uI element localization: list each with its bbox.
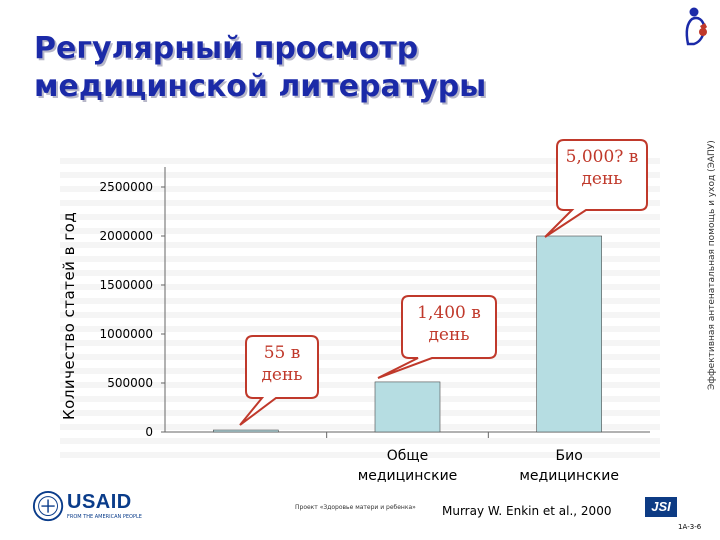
bar (374, 381, 441, 433)
chart-bars (213, 235, 602, 433)
x-tick-label: Био (556, 448, 583, 464)
background-band (60, 284, 660, 290)
title-line-2: медицинской литературы (34, 69, 487, 104)
y-tick-label: 2500000 (100, 180, 153, 194)
background-band (60, 270, 660, 276)
background-band (60, 424, 660, 430)
background-band (60, 326, 660, 332)
x-tick-label: медицинские (519, 468, 619, 484)
bar (213, 429, 279, 433)
chart-background-bands (60, 158, 660, 458)
jsi-logo: JSI (645, 497, 677, 517)
callout-box (544, 139, 648, 238)
background-band (60, 256, 660, 262)
background-band (60, 396, 660, 402)
title-line-1: Регулярный просмотр (34, 31, 419, 66)
background-band (60, 340, 660, 346)
callout-55-per-day: 55 в день (261, 343, 303, 385)
background-band (60, 228, 660, 234)
background-band (60, 438, 660, 444)
y-tick-label: 500000 (107, 376, 153, 390)
background-band (60, 172, 660, 178)
background-band (60, 298, 660, 304)
chart-y-ticks: 0 500000 1000000 1500000 2000000 2500000 (100, 180, 165, 439)
usaid-logo: USAID (67, 491, 132, 513)
callout-1400-per-day: 1,400 в день (417, 303, 481, 345)
background-band (60, 312, 660, 318)
bar (536, 235, 602, 433)
y-tick-label: 1500000 (100, 278, 153, 292)
page-title: Регулярный просмотр медицинской литерату… (34, 30, 594, 106)
callout-box (377, 295, 497, 379)
x-tick-label: Обще (387, 448, 428, 464)
background-band (60, 354, 660, 360)
chart-x-ticks: Обще медицинские Био медицинские (358, 448, 619, 484)
background-band (60, 242, 660, 248)
callout-box (239, 335, 319, 426)
background-band (60, 452, 660, 458)
citation: Murray W. Enkin et al., 2000 (442, 504, 612, 518)
slide-number: 1А-3-6 (678, 523, 702, 531)
x-tick-label: медицинские (358, 468, 458, 484)
project-name: Проект «Здоровье матери и ребенка» (295, 504, 416, 511)
mother-child-logo-icon (685, 7, 707, 46)
background-band (60, 368, 660, 374)
background-band (60, 200, 660, 206)
callout-5000-per-day: 5,000? в день (565, 147, 639, 189)
usaid-seal-icon (32, 490, 64, 522)
chart-callouts (239, 139, 648, 426)
background-band (60, 214, 660, 220)
background-band (60, 410, 660, 416)
y-tick-label: 2000000 (100, 229, 153, 243)
usaid-tagline: FROM THE AMERICAN PEOPLE (67, 514, 142, 520)
y-tick-label: 1000000 (100, 327, 153, 341)
background-band (60, 186, 660, 192)
background-band (60, 382, 660, 388)
y-axis-label: Количество статей в год (60, 211, 78, 420)
y-tick-label: 0 (145, 425, 153, 439)
background-band (60, 158, 660, 164)
